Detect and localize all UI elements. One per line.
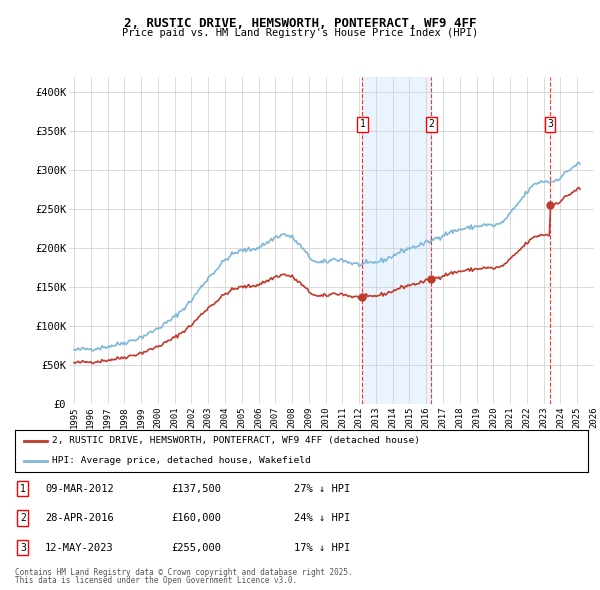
Text: 2: 2 bbox=[20, 513, 26, 523]
Text: 2, RUSTIC DRIVE, HEMSWORTH, PONTEFRACT, WF9 4FF: 2, RUSTIC DRIVE, HEMSWORTH, PONTEFRACT, … bbox=[124, 17, 476, 30]
Text: 2, RUSTIC DRIVE, HEMSWORTH, PONTEFRACT, WF9 4FF (detached house): 2, RUSTIC DRIVE, HEMSWORTH, PONTEFRACT, … bbox=[52, 437, 420, 445]
Text: 1: 1 bbox=[20, 484, 26, 493]
Text: £137,500: £137,500 bbox=[171, 484, 221, 493]
Text: HPI: Average price, detached house, Wakefield: HPI: Average price, detached house, Wake… bbox=[52, 456, 311, 465]
Text: 3: 3 bbox=[20, 543, 26, 552]
Text: £255,000: £255,000 bbox=[171, 543, 221, 552]
Text: 12-MAY-2023: 12-MAY-2023 bbox=[45, 543, 114, 552]
Text: Price paid vs. HM Land Registry's House Price Index (HPI): Price paid vs. HM Land Registry's House … bbox=[122, 28, 478, 38]
Text: 2: 2 bbox=[428, 119, 434, 129]
Text: This data is licensed under the Open Government Licence v3.0.: This data is licensed under the Open Gov… bbox=[15, 576, 297, 585]
Text: 28-APR-2016: 28-APR-2016 bbox=[45, 513, 114, 523]
Bar bbox=[362, 77, 431, 404]
Text: 24% ↓ HPI: 24% ↓ HPI bbox=[294, 513, 350, 523]
Text: £160,000: £160,000 bbox=[171, 513, 221, 523]
Text: 09-MAR-2012: 09-MAR-2012 bbox=[45, 484, 114, 493]
Text: 1: 1 bbox=[359, 119, 365, 129]
Text: 3: 3 bbox=[547, 119, 553, 129]
Text: Contains HM Land Registry data © Crown copyright and database right 2025.: Contains HM Land Registry data © Crown c… bbox=[15, 568, 353, 577]
Text: 27% ↓ HPI: 27% ↓ HPI bbox=[294, 484, 350, 493]
Text: 17% ↓ HPI: 17% ↓ HPI bbox=[294, 543, 350, 552]
